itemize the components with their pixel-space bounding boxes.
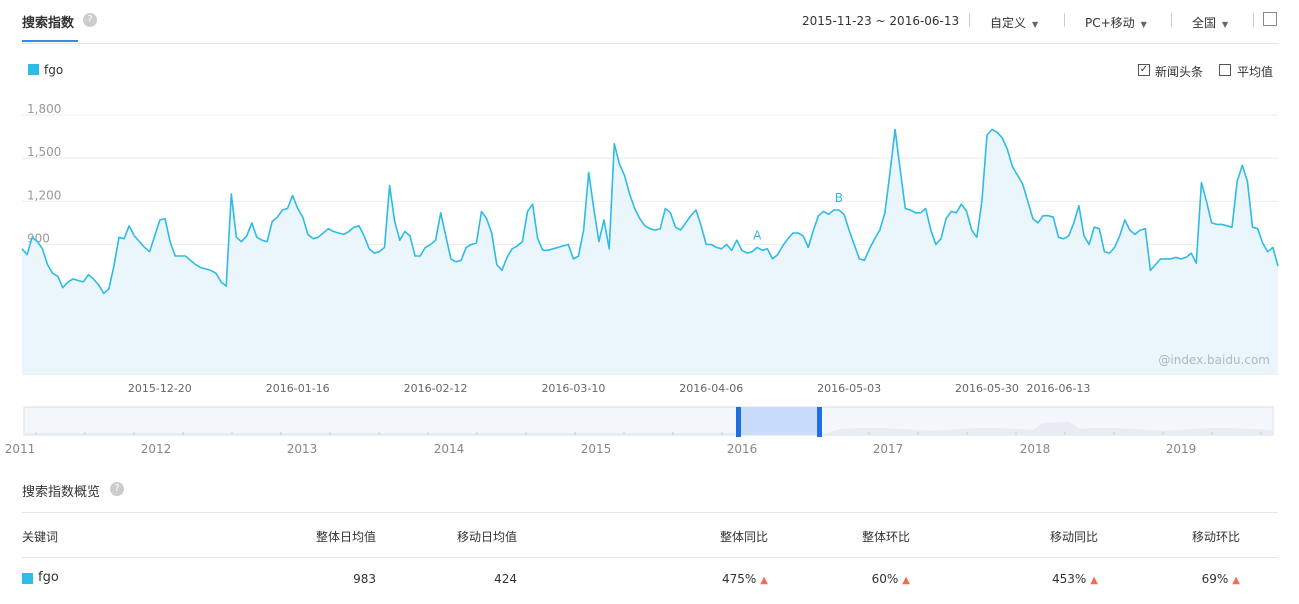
tab-search-index[interactable]: 搜索指数 (22, 16, 75, 31)
question-icon[interactable]: ? (110, 482, 124, 496)
x-tick-label: 2016-04-06 (679, 382, 743, 395)
news-checkbox-label[interactable]: 新闻头条 (1155, 65, 1204, 79)
overall-avg-cell: 983 (353, 572, 376, 586)
news-checkbox[interactable]: ✓ (1138, 64, 1150, 76)
mobile-avg-cell: 424 (494, 572, 517, 586)
overall-yoy-cell: 475% ▲ (722, 572, 768, 586)
series-area (22, 129, 1278, 374)
y-tick-label: 1,800 (27, 102, 61, 116)
legend-swatch[interactable] (28, 64, 39, 75)
mobile-mom-cell: 69% ▲ (1202, 572, 1240, 586)
column-header-keyword: 关键词 (22, 530, 59, 544)
navigator-year-label: 2017 (873, 442, 904, 456)
average-checkbox-label[interactable]: 平均值 (1237, 65, 1274, 79)
column-header-mobile-avg: 移动日均值 (456, 530, 517, 544)
annotation-label: A (753, 228, 762, 242)
navigator-handle-right[interactable] (817, 407, 822, 437)
overview-title: 搜索指数概览 (22, 485, 101, 500)
question-icon[interactable]: ? (83, 13, 97, 27)
external-link-icon[interactable] (1263, 12, 1277, 26)
caret-down-icon: ▼ (1222, 20, 1229, 29)
x-tick-label: 2016-05-30 (955, 382, 1019, 395)
device-label: PC+移动 (1085, 16, 1135, 30)
arrow-up-icon: ▲ (760, 575, 768, 586)
table-divider (22, 512, 1278, 513)
x-tick-label: 2016-05-03 (817, 382, 881, 395)
arrow-up-icon: ▲ (902, 575, 910, 586)
divider (1253, 13, 1254, 27)
search-index-chart[interactable]: 1,8001,5001,2009006003002015-12-202016-0… (0, 95, 1299, 397)
watermark: @index.baidu.com (1158, 353, 1270, 367)
arrow-up-icon: ▲ (1090, 575, 1098, 586)
navigator-year-label: 2019 (1166, 442, 1197, 456)
time-navigator[interactable]: 2011 2012 2013 2014 2015 2016 2017 2018 2019 (0, 400, 1299, 462)
date-range[interactable]: 2015-11-23 ~ 2016-06-13 (802, 14, 960, 28)
overall-mom-cell: 60% ▲ (872, 572, 910, 586)
caret-down-icon: ▼ (1140, 20, 1147, 29)
divider (1171, 13, 1172, 27)
header-divider (22, 43, 1278, 44)
y-tick-label: 1,500 (27, 145, 61, 159)
column-header-overall-avg: 整体日均值 (315, 530, 376, 544)
legend-label[interactable]: fgo (44, 63, 64, 77)
mobile-yoy-value: 453% (1051, 572, 1087, 586)
mobile-yoy-cell: 453% ▲ (1052, 572, 1098, 586)
x-tick-label: 2016-02-12 (404, 382, 468, 395)
series-line (21, 128, 1279, 295)
navigator-year-label: 2015 (581, 442, 612, 456)
table-divider (22, 557, 1278, 558)
navigator-selection[interactable] (739, 407, 820, 435)
x-tick-label: 2016-06-13 (1026, 382, 1090, 395)
navigator-handle-left[interactable] (736, 407, 741, 437)
navigator-year-label: 2012 (141, 442, 172, 456)
column-header-overall-yoy: 整体同比 (719, 530, 768, 544)
y-tick-label: 1,200 (27, 188, 61, 202)
mode-label: 自定义 (990, 16, 1027, 30)
x-tick-label: 2016-01-16 (266, 382, 330, 395)
x-tick-label: 2016-03-10 (541, 382, 605, 395)
region-dropdown[interactable]: 全国 ▼ (1192, 14, 1228, 31)
divider (969, 13, 970, 27)
mode-dropdown[interactable]: 自定义 ▼ (990, 14, 1038, 31)
overall-mom-value: 60% (871, 572, 899, 586)
region-label: 全国 (1192, 16, 1217, 30)
column-header-mobile-mom: 移动环比 (1191, 530, 1240, 544)
mobile-mom-value: 69% (1201, 572, 1229, 586)
annotation-label: B (835, 191, 843, 205)
keyword-cell: fgo (38, 570, 59, 585)
arrow-up-icon: ▲ (1232, 575, 1240, 586)
x-tick-label: 2015-12-20 (128, 382, 192, 395)
overall-yoy-value: 475% (721, 572, 757, 586)
average-checkbox[interactable] (1219, 64, 1231, 76)
navigator-silhouette (24, 421, 1273, 435)
device-dropdown[interactable]: PC+移动 ▼ (1085, 14, 1147, 31)
navigator-year-label: 2018 (1020, 442, 1051, 456)
navigator-year-label: 2011 (5, 442, 36, 456)
divider (1064, 13, 1065, 27)
column-header-mobile-yoy: 移动同比 (1049, 530, 1098, 544)
caret-down-icon: ▼ (1032, 20, 1039, 29)
tab-underline (22, 40, 78, 42)
navigator-year-label: 2013 (287, 442, 318, 456)
navigator-year-label: 2016 (727, 442, 758, 456)
keyword-swatch (22, 573, 33, 584)
column-header-overall-mom: 整体环比 (861, 530, 910, 544)
navigator-year-label: 2014 (434, 442, 465, 456)
